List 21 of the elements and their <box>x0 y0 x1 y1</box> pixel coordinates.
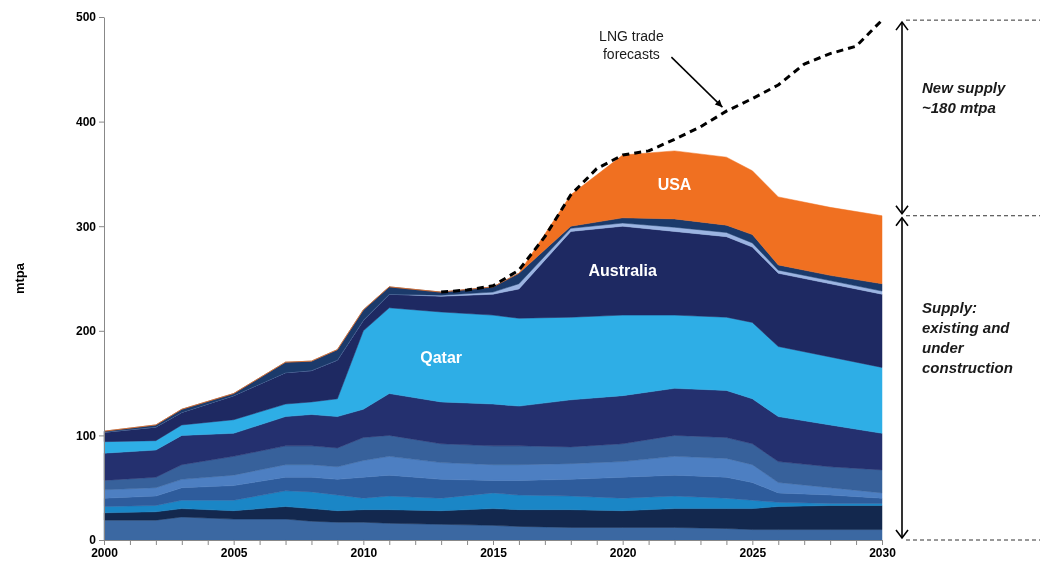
series-label: Qatar <box>420 348 463 366</box>
line-series <box>439 18 884 294</box>
x-tick-label: 2000 <box>91 545 119 560</box>
text: New supply ~180 mtpa <box>922 79 1007 117</box>
y-axis-title: mtpa <box>12 262 27 295</box>
x-tick-label: 2015 <box>480 545 508 560</box>
y-tick-label: 400 <box>75 114 97 129</box>
x-tick-label: 2010 <box>350 545 378 560</box>
y-tick-label: 500 <box>75 10 97 25</box>
x-tick-label: 2020 <box>609 545 637 560</box>
series-label: USA <box>657 176 692 194</box>
y-tick-label: 100 <box>75 428 97 443</box>
x-tick-label: 2005 <box>220 545 248 560</box>
series-label: Australia <box>588 262 657 280</box>
y-tick-label: 200 <box>75 324 97 339</box>
y-tick-label: 0 <box>89 533 97 548</box>
x-tick-label: 2025 <box>739 545 767 560</box>
x-tick-label: 2030 <box>869 545 897 560</box>
annotation: LNG trade forecasts <box>599 28 664 63</box>
y-tick-label: 300 <box>75 219 97 234</box>
text: Supply: existing and under construction <box>922 299 1013 377</box>
